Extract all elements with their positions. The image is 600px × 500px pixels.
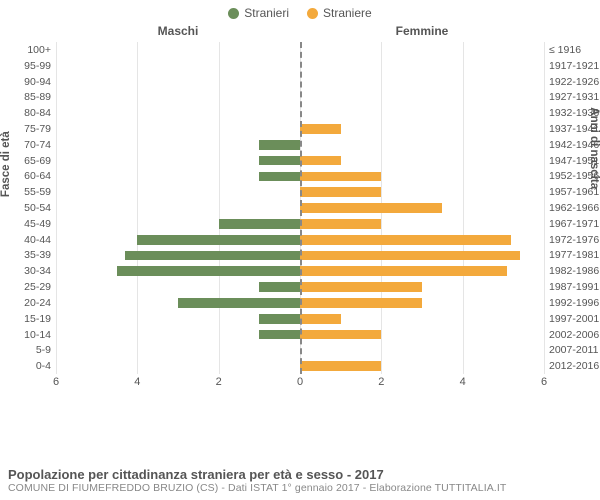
- column-header-left: Maschi: [56, 24, 300, 38]
- year-label: 2012-2016: [544, 360, 599, 372]
- chart: Fasce di età Anni di nascita Maschi Femm…: [0, 24, 600, 444]
- age-label: 65-69: [24, 155, 56, 167]
- column-headers: Maschi Femmine: [56, 24, 544, 42]
- year-label: 1982-1986: [544, 265, 599, 277]
- bar-female: [300, 156, 341, 166]
- center-line: [300, 42, 302, 374]
- bar-female: [300, 203, 442, 213]
- chart-subtitle: COMUNE DI FIUMEFREDDO BRUZIO (CS) - Dati…: [8, 482, 592, 494]
- legend-swatch-male: [228, 8, 239, 19]
- age-label: 45-49: [24, 218, 56, 230]
- age-label: 60-64: [24, 170, 56, 182]
- age-label: 75-79: [24, 123, 56, 135]
- bar-female: [300, 219, 381, 229]
- year-label: 1987-1991: [544, 281, 599, 293]
- year-label: 1932-1936: [544, 107, 599, 119]
- bar-female: [300, 235, 511, 245]
- year-label: 1917-1921: [544, 60, 599, 72]
- bar-male: [259, 314, 300, 324]
- x-tick-label: 4: [460, 376, 466, 388]
- bar-male: [178, 298, 300, 308]
- age-label: 80-84: [24, 107, 56, 119]
- year-label: 1977-1981: [544, 249, 599, 261]
- year-label: 1927-1931: [544, 91, 599, 103]
- bar-male: [259, 156, 300, 166]
- bar-female: [300, 282, 422, 292]
- y-axis-title-left: Fasce di età: [0, 131, 12, 197]
- legend-label-female: Straniere: [323, 6, 372, 20]
- age-label: 70-74: [24, 139, 56, 151]
- bar-male: [125, 251, 300, 261]
- bar-male: [117, 266, 300, 276]
- year-label: 2002-2006: [544, 329, 599, 341]
- bar-female: [300, 124, 341, 134]
- bar-female: [300, 187, 381, 197]
- age-label: 25-29: [24, 281, 56, 293]
- x-tick-label: 6: [53, 376, 59, 388]
- year-label: 1947-1951: [544, 155, 599, 167]
- year-label: ≤ 1916: [544, 44, 581, 56]
- bar-female: [300, 298, 422, 308]
- bar-female: [300, 314, 341, 324]
- age-label: 35-39: [24, 249, 56, 261]
- bar-female: [300, 266, 507, 276]
- x-tick-label: 4: [134, 376, 140, 388]
- year-label: 1967-1971: [544, 218, 599, 230]
- legend-label-male: Stranieri: [244, 6, 289, 20]
- x-tick-label: 6: [541, 376, 547, 388]
- plot-area: 100+≤ 191695-991917-192190-941922-192685…: [56, 42, 544, 402]
- year-label: 2007-2011: [544, 344, 598, 356]
- year-label: 1962-1966: [544, 202, 599, 214]
- bar-female: [300, 251, 520, 261]
- age-label: 20-24: [24, 297, 56, 309]
- year-label: 1957-1961: [544, 186, 599, 198]
- legend-swatch-female: [307, 8, 318, 19]
- bar-male: [259, 330, 300, 340]
- age-label: 40-44: [24, 234, 56, 246]
- year-label: 1922-1926: [544, 76, 599, 88]
- age-label: 95-99: [24, 60, 56, 72]
- legend: Stranieri Straniere: [0, 0, 600, 24]
- age-label: 10-14: [24, 329, 56, 341]
- year-label: 1972-1976: [544, 234, 599, 246]
- age-label: 0-4: [36, 360, 56, 372]
- bar-male: [259, 140, 300, 150]
- x-tick-label: 2: [378, 376, 384, 388]
- legend-item-male: Stranieri: [228, 6, 289, 20]
- year-label: 1937-1941: [544, 123, 599, 135]
- bar-female: [300, 361, 381, 371]
- age-label: 15-19: [24, 313, 56, 325]
- x-tick-label: 0: [297, 376, 303, 388]
- year-label: 1992-1996: [544, 297, 599, 309]
- year-label: 1997-2001: [544, 313, 599, 325]
- age-label: 90-94: [24, 76, 56, 88]
- bar-male: [259, 172, 300, 182]
- year-label: 1952-1956: [544, 170, 599, 182]
- column-header-right: Femmine: [300, 24, 544, 38]
- bar-female: [300, 172, 381, 182]
- bar-male: [137, 235, 300, 245]
- bar-male: [219, 219, 300, 229]
- bar-female: [300, 330, 381, 340]
- footer: Popolazione per cittadinanza straniera p…: [8, 467, 592, 494]
- chart-title: Popolazione per cittadinanza straniera p…: [8, 467, 592, 482]
- age-label: 50-54: [24, 202, 56, 214]
- x-axis-labels: 6 4 2 0 2 4 6: [56, 376, 544, 394]
- bar-male: [259, 282, 300, 292]
- year-label: 1942-1946: [544, 139, 599, 151]
- legend-item-female: Straniere: [307, 6, 372, 20]
- age-label: 5-9: [36, 344, 56, 356]
- x-tick-label: 2: [216, 376, 222, 388]
- age-label: 85-89: [24, 91, 56, 103]
- age-label: 55-59: [24, 186, 56, 198]
- age-label: 30-34: [24, 265, 56, 277]
- age-label: 100+: [27, 44, 56, 56]
